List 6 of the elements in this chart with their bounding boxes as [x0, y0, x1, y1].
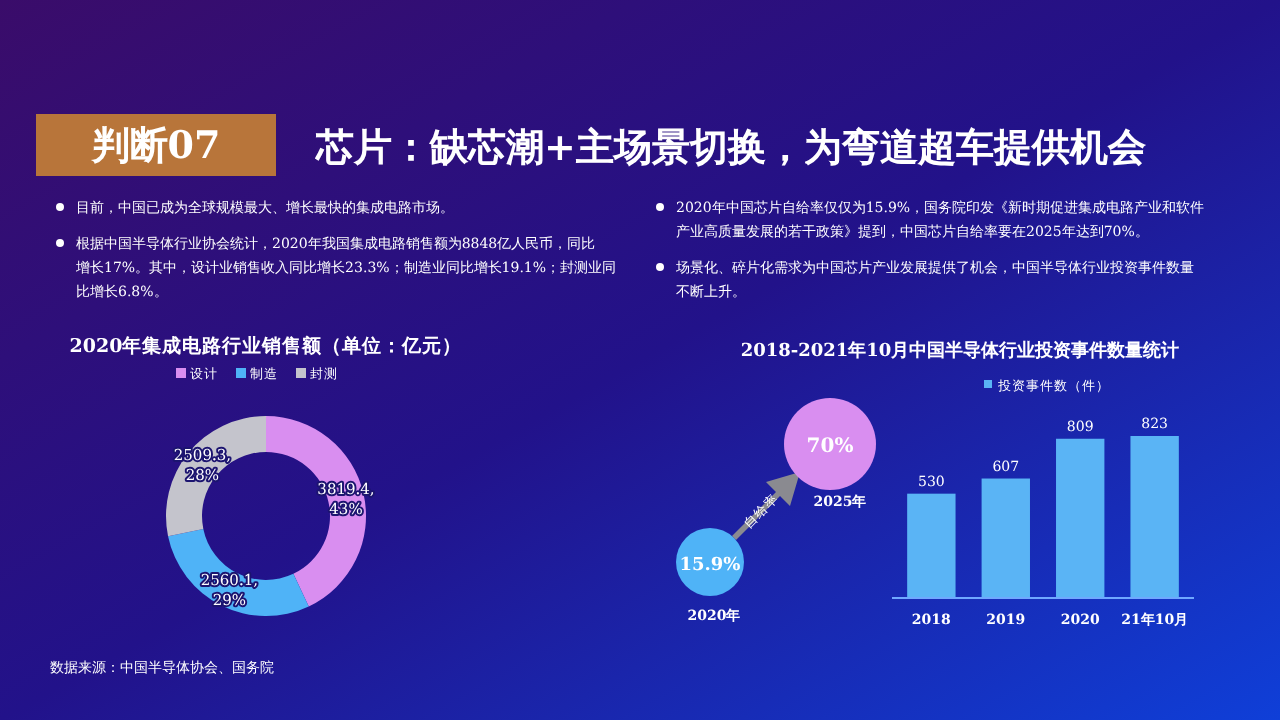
data-label: 70%: [806, 436, 855, 458]
text: 判断07: [89, 124, 221, 168]
text: 芯片：缺芯潮+主场景切换，为弯道超车提供机会: [314, 126, 1148, 170]
chart-title: 2020年集成电路行业销售额（单位：亿元）: [69, 334, 463, 358]
chart-title: 2018-2021年10月中国半导体行业投资事件数量统计: [740, 340, 1180, 362]
data-label: 15.9%: [679, 556, 742, 576]
